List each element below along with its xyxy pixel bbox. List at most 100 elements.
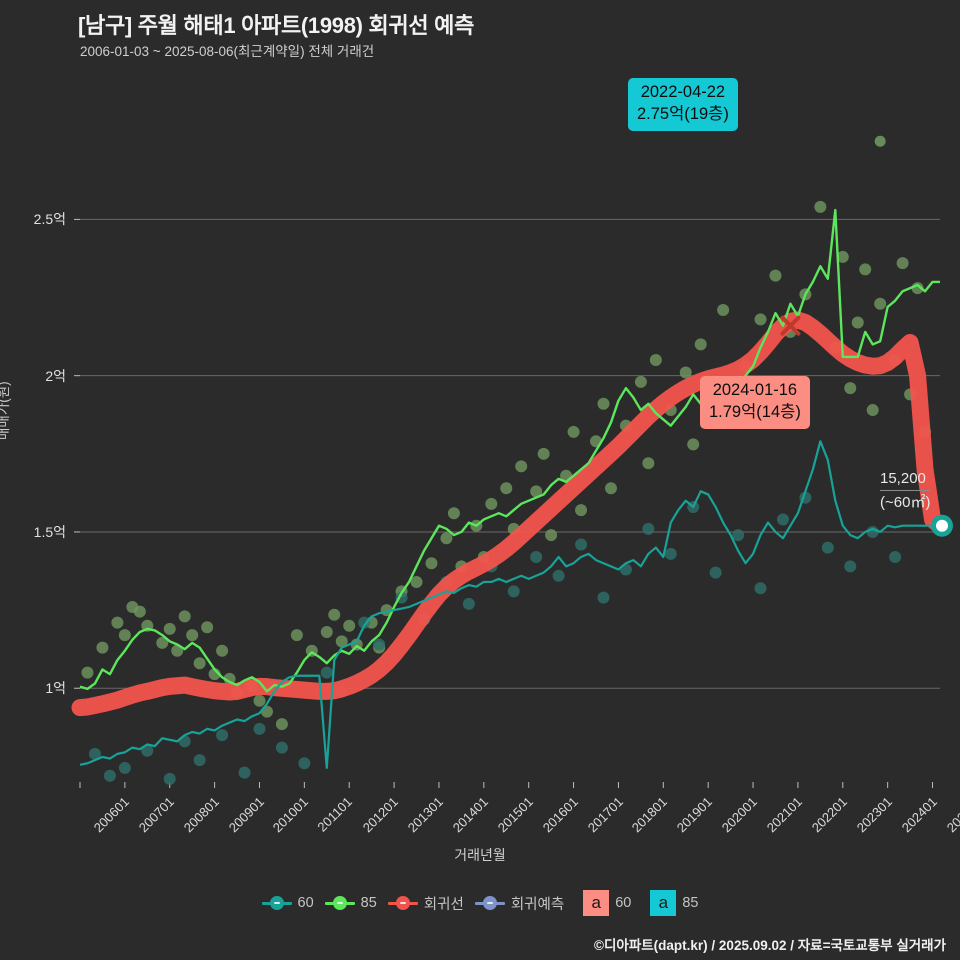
x-axis-tick-label: 201301 bbox=[404, 794, 447, 836]
legend-swatch-glyph: a bbox=[650, 890, 677, 916]
scatter-point bbox=[776, 513, 789, 526]
scatter-point bbox=[500, 482, 513, 495]
legend-label: 회귀선 bbox=[423, 896, 464, 913]
y-axis-tick-label: 1억 bbox=[45, 680, 66, 697]
scatter-point bbox=[507, 585, 520, 598]
scatter-point bbox=[320, 666, 333, 679]
scatter-point bbox=[275, 741, 288, 754]
scatter-point bbox=[410, 575, 423, 588]
scatter-point bbox=[193, 754, 206, 767]
scatter-point bbox=[649, 354, 662, 367]
scatter-point bbox=[156, 636, 169, 649]
x-axis-tick-label: 202301 bbox=[853, 794, 895, 836]
series-line-85 bbox=[79, 208, 940, 693]
legend-label: 85 bbox=[360, 895, 377, 911]
scatter-point bbox=[814, 200, 827, 213]
x-axis-tick-label: 201801 bbox=[629, 794, 671, 836]
y-axis-title: 매매가(원) bbox=[0, 381, 11, 440]
scatter-point bbox=[709, 566, 722, 579]
y-axis-tick-label: 2억 bbox=[45, 367, 66, 384]
legend-label: 60 bbox=[297, 895, 314, 911]
legend-marker-icon bbox=[474, 895, 505, 911]
scatter-point bbox=[836, 250, 849, 263]
endpoint-value: 15,200 bbox=[880, 470, 926, 487]
scatter-point bbox=[133, 605, 146, 618]
scatter-point bbox=[335, 635, 348, 648]
scatter-point bbox=[193, 657, 206, 670]
legend-item-회귀선[interactable]: 회귀선 bbox=[387, 893, 464, 914]
scatter-point bbox=[238, 766, 251, 779]
footer-credit: ©디아파트(dapt.kr) / 2025.09.02 / 자료=국토교통부 실… bbox=[594, 938, 946, 953]
peak-x-marker bbox=[780, 315, 801, 336]
scatter-point bbox=[619, 563, 632, 576]
legend-swatch-glyph: a bbox=[583, 890, 610, 916]
scatter-point bbox=[88, 747, 101, 760]
legend-item-60[interactable]: 60 bbox=[261, 895, 314, 911]
scatter-point bbox=[328, 608, 341, 621]
scatter-point bbox=[642, 457, 655, 470]
scatter-point bbox=[642, 522, 655, 535]
scatter-point bbox=[515, 460, 528, 473]
scatter-point bbox=[253, 694, 266, 707]
legend-swatch-label: 60 bbox=[615, 895, 632, 911]
x-axis-tick-label: 202001 bbox=[718, 794, 761, 836]
chart-canvas bbox=[71, 135, 953, 788]
scatter-point bbox=[447, 507, 460, 520]
scatter-point bbox=[634, 375, 647, 388]
scatter-point bbox=[118, 761, 131, 774]
series-line-60 bbox=[79, 440, 940, 770]
scatter-point bbox=[545, 529, 558, 542]
page-title: [남구] 주월 해태1 아파트(1998) 회귀선 예측 bbox=[78, 13, 475, 38]
scatter-point bbox=[717, 304, 730, 317]
scatter-point bbox=[552, 569, 565, 582]
annotation-high-price: 2022-04-22 2.75억(19층) bbox=[628, 78, 738, 131]
scatter-point bbox=[679, 366, 692, 379]
scatter-point bbox=[118, 629, 131, 642]
legend-label: 회귀예측 bbox=[510, 896, 565, 913]
y-axis-tick-label: 1.5억 bbox=[33, 523, 66, 540]
scatter-point bbox=[373, 638, 386, 651]
scatter-point bbox=[275, 718, 288, 731]
scatter-point bbox=[163, 622, 176, 635]
legend-item-85[interactable]: 85 bbox=[324, 895, 377, 911]
legend-swatch-60[interactable]: a 60 bbox=[575, 890, 631, 916]
endpoint-unit: (~60㎡) bbox=[880, 489, 931, 514]
scatter-point bbox=[567, 425, 580, 438]
scatter-point bbox=[223, 672, 236, 685]
legend-item-회귀예측[interactable]: 회귀예측 bbox=[474, 893, 565, 914]
scatter-point bbox=[821, 541, 834, 554]
scatter-point bbox=[851, 316, 864, 329]
scatter-point bbox=[163, 772, 176, 785]
scatter-point bbox=[253, 722, 266, 735]
annotation-recent-price: 2024-01-16 1.79억(14층) bbox=[700, 376, 810, 429]
scatter-point bbox=[178, 610, 191, 623]
scatter-point bbox=[358, 616, 371, 629]
endpoint-marker-core bbox=[936, 519, 948, 532]
scatter-point bbox=[844, 382, 857, 395]
chart-legend: 60 85 회귀선 회귀예측 a 60 a 85 bbox=[0, 890, 960, 916]
x-axis-tick-label: 201101 bbox=[314, 794, 356, 835]
scatter-point bbox=[687, 438, 700, 451]
scatter-point bbox=[896, 257, 909, 270]
scatter-point bbox=[216, 729, 229, 742]
scatter-point bbox=[859, 263, 872, 276]
scatter-point bbox=[604, 482, 617, 495]
scatter-point bbox=[866, 404, 879, 417]
scatter-point bbox=[754, 313, 767, 326]
scatter-point bbox=[537, 447, 550, 460]
legend-swatch-label: 85 bbox=[682, 895, 699, 911]
scatter-point bbox=[298, 757, 311, 770]
scatter-point bbox=[530, 550, 543, 563]
scatter-point bbox=[141, 744, 154, 757]
scatter-point bbox=[889, 550, 902, 563]
x-axis-title: 거래년월 bbox=[454, 847, 506, 863]
legend-swatch-85[interactable]: a 85 bbox=[642, 890, 698, 916]
x-axis-tick-label: 201501 bbox=[494, 794, 536, 836]
page-subtitle: 2006-01-03 ~ 2025-08-06(최근계약일) 전체 거래건 bbox=[80, 44, 375, 59]
endpoint-label: 15,200 (~60㎡) bbox=[880, 468, 931, 514]
scatter-point bbox=[754, 582, 767, 595]
plot-area bbox=[71, 110, 953, 788]
scatter-point bbox=[290, 629, 303, 642]
annotation-recent-price: 1.79억(14층) bbox=[709, 402, 801, 421]
scatter-point bbox=[216, 644, 229, 657]
